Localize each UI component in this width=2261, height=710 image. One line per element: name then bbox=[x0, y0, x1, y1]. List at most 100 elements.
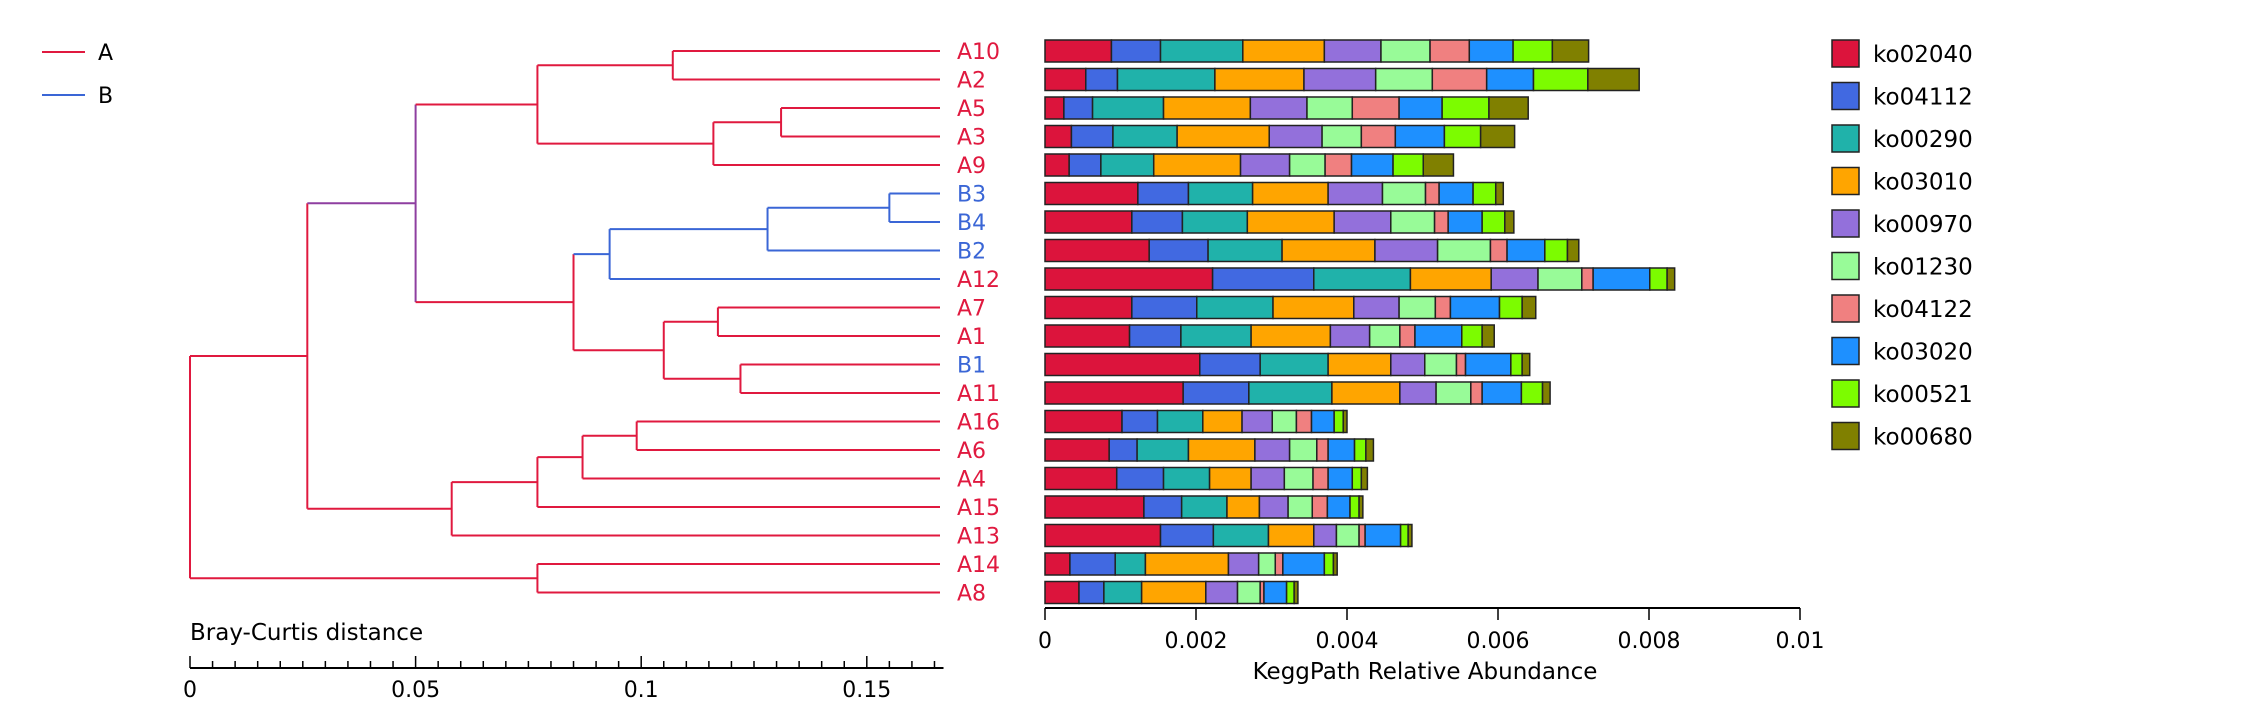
kegg-legend-swatch bbox=[1831, 336, 1860, 366]
kegg-legend-swatch bbox=[1831, 39, 1860, 68]
bar-segment-ko03010 bbox=[1272, 295, 1355, 320]
bar-segment-ko01230 bbox=[1424, 352, 1458, 377]
bar-segment-ko01230 bbox=[1435, 381, 1472, 405]
bar-segment-ko04122 bbox=[1274, 552, 1284, 576]
bar-segment-ko04122 bbox=[1433, 210, 1449, 234]
leaf-label: A1 bbox=[957, 325, 986, 350]
stacked-bars bbox=[1044, 39, 1676, 605]
bar-tick-label: 0 bbox=[1038, 629, 1052, 654]
bar-segment-ko02040 bbox=[1044, 352, 1201, 377]
bar-segment-ko03020 bbox=[1282, 552, 1326, 576]
bar-segment-ko03020 bbox=[1464, 352, 1512, 377]
bar-segment-ko04122 bbox=[1324, 153, 1353, 177]
bar-segment-ko02040 bbox=[1044, 39, 1113, 63]
bar-segment-ko00521 bbox=[1461, 324, 1483, 348]
bar-tick-label: 0.008 bbox=[1618, 629, 1681, 654]
leaf-label: A11 bbox=[957, 382, 1000, 407]
bar-segment-ko00680 bbox=[1332, 552, 1338, 576]
bar-segment-ko03020 bbox=[1326, 495, 1351, 519]
bar-segment-ko00680 bbox=[1360, 466, 1369, 491]
bar-segment-ko01230 bbox=[1321, 124, 1363, 149]
bar-segment-ko03010 bbox=[1214, 67, 1305, 92]
bar-segment-ko02040 bbox=[1044, 153, 1070, 177]
bar-segment-ko02040 bbox=[1044, 381, 1184, 405]
bar-segment-ko03010 bbox=[1140, 580, 1207, 605]
bar-segment-ko03010 bbox=[1251, 181, 1329, 206]
kegg-legend-label: ko00970 bbox=[1873, 212, 1973, 238]
bar-segment-ko00970 bbox=[1390, 352, 1426, 377]
bar-segment-ko04122 bbox=[1295, 409, 1313, 434]
dendrogram-tick-label: 0.05 bbox=[391, 678, 440, 703]
group-legend: AB bbox=[42, 41, 113, 109]
legend-label-b: B bbox=[98, 84, 113, 109]
legend-label-a: A bbox=[98, 41, 113, 66]
bar-segment-ko00290 bbox=[1091, 96, 1165, 120]
bar-segment-ko00680 bbox=[1551, 39, 1590, 63]
kegg-legend-label: ko02040 bbox=[1873, 42, 1973, 68]
bar-segment-ko00680 bbox=[1422, 153, 1455, 177]
bar-segment-ko03020 bbox=[1327, 466, 1354, 491]
leaf-label: B4 bbox=[957, 211, 986, 236]
bar-segment-ko03010 bbox=[1327, 352, 1392, 377]
bar-segment-ko00970 bbox=[1490, 267, 1539, 291]
bar-segment-ko00290 bbox=[1181, 210, 1249, 234]
bar-segment-ko04122 bbox=[1358, 523, 1366, 548]
bar-segment-ko03010 bbox=[1226, 495, 1261, 519]
bar-segment-ko01230 bbox=[1288, 438, 1318, 462]
bar-segment-ko01230 bbox=[1398, 295, 1437, 320]
bar-segment-ko00290 bbox=[1116, 67, 1216, 92]
bar-segment-ko01230 bbox=[1380, 39, 1431, 63]
bar-segment-ko04112 bbox=[1137, 181, 1190, 206]
kegg-legend-label: ko04112 bbox=[1873, 85, 1973, 111]
bar-segment-ko00521 bbox=[1285, 580, 1295, 605]
leaf-label: A15 bbox=[957, 496, 1000, 521]
bar-segment-ko00521 bbox=[1323, 552, 1335, 576]
bar-segment-ko01230 bbox=[1436, 238, 1492, 263]
bar-segment-ko02040 bbox=[1044, 580, 1080, 605]
bar-segment-ko01230 bbox=[1374, 67, 1434, 92]
bar-segment-ko03020 bbox=[1438, 181, 1474, 206]
bar-segment-ko00970 bbox=[1353, 295, 1400, 320]
bar-segment-ko00290 bbox=[1248, 381, 1333, 405]
bar-segment-ko00290 bbox=[1100, 153, 1155, 177]
bar-segment-ko00290 bbox=[1187, 181, 1254, 206]
bar-segment-ko04122 bbox=[1312, 466, 1329, 491]
leaf-label: A16 bbox=[957, 411, 1000, 436]
bar-segment-ko00521 bbox=[1512, 39, 1554, 63]
bar-segment-ko01230 bbox=[1390, 210, 1436, 234]
bar-tick-label: 0.01 bbox=[1776, 629, 1825, 654]
kegg-legend-swatch bbox=[1831, 81, 1860, 111]
bar-segment-ko03020 bbox=[1398, 96, 1443, 120]
bar-segment-ko00521 bbox=[1351, 466, 1363, 491]
kegg-legend-swatch bbox=[1831, 124, 1860, 153]
leaf-label: A9 bbox=[957, 154, 986, 179]
bar-segment-ko03010 bbox=[1250, 324, 1332, 348]
bar-segment-ko03010 bbox=[1152, 153, 1242, 177]
leaf-label: A14 bbox=[957, 553, 1000, 578]
bar-segment-ko00970 bbox=[1374, 238, 1439, 263]
bar-segment-ko03020 bbox=[1364, 523, 1402, 548]
bar-segment-ko00521 bbox=[1532, 67, 1589, 92]
bar-segment-ko04112 bbox=[1068, 153, 1102, 177]
bar-segment-ko04112 bbox=[1159, 523, 1215, 548]
bar-segment-ko02040 bbox=[1044, 495, 1145, 519]
bar-segment-ko04112 bbox=[1143, 495, 1183, 519]
bar-segment-ko00970 bbox=[1399, 381, 1437, 405]
bar-segment-ko01230 bbox=[1236, 580, 1261, 605]
leaf-label: A13 bbox=[957, 525, 1000, 550]
bar-segment-ko04122 bbox=[1455, 352, 1467, 377]
bar-axis: KeggPath Relative Abundance 0 0.002 0.004 0… bbox=[1038, 607, 1825, 685]
bar-segment-ko03020 bbox=[1414, 324, 1463, 348]
kegg-legend-label: ko00680 bbox=[1873, 425, 1973, 451]
bar-segment-ko03010 bbox=[1208, 466, 1252, 491]
bar-segment-ko00970 bbox=[1313, 523, 1338, 548]
kegg-legend-swatch bbox=[1831, 379, 1860, 408]
bar-segment-ko00680 bbox=[1358, 495, 1364, 519]
bar-segment-ko02040 bbox=[1044, 552, 1071, 576]
bar-segment-ko00970 bbox=[1249, 96, 1308, 120]
bar-segment-ko00521 bbox=[1520, 381, 1544, 405]
bar-segment-ko04112 bbox=[1199, 352, 1261, 377]
bar-segment-ko00521 bbox=[1353, 438, 1367, 462]
bar-segment-ko00290 bbox=[1103, 580, 1143, 605]
bar-segment-ko00521 bbox=[1333, 409, 1344, 434]
